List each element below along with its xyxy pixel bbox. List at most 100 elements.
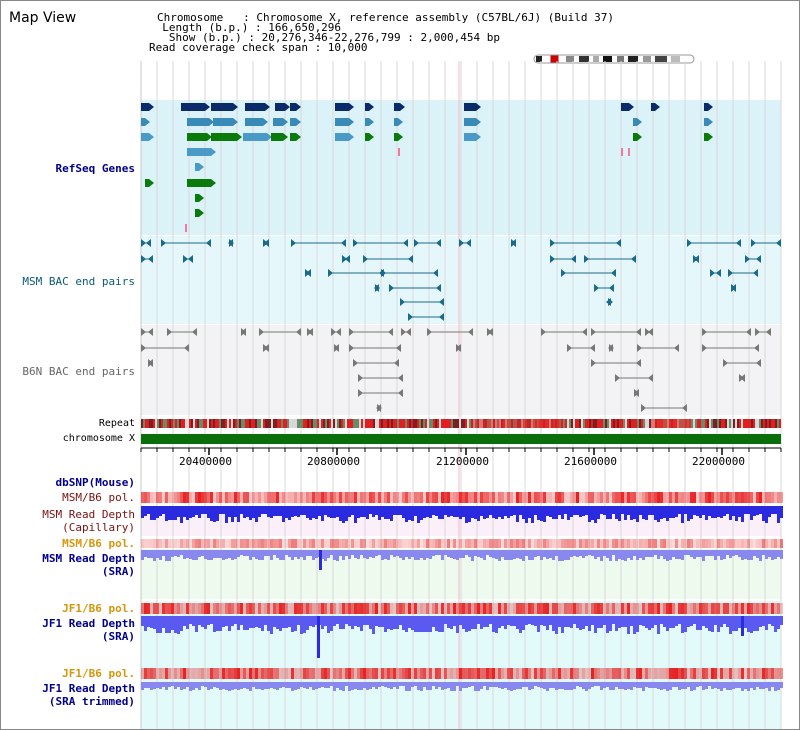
polymorphism-mark	[303, 603, 306, 614]
repeat-mark	[593, 419, 595, 428]
repeat-mark	[611, 419, 613, 428]
polymorphism-mark	[615, 668, 618, 679]
polymorphism-mark	[612, 668, 615, 679]
repeat-mark	[451, 419, 453, 428]
read-depth-bar	[156, 506, 159, 518]
polymorphism-mark	[390, 492, 393, 503]
jf1-pol-track-label[interactable]: JF1/B6 pol.	[62, 602, 135, 615]
polymorphism-mark	[759, 668, 762, 679]
dbsnp-track-label[interactable]: dbSNP(Mouse)	[55, 476, 135, 489]
msm-pol2-track-label[interactable]: MSM/B6 pol.	[62, 537, 135, 550]
repeat-mark	[301, 419, 303, 428]
chromosome-info: Chromosome : Chromosome X, reference ass…	[157, 11, 614, 24]
msm-pol-track-label[interactable]: MSM/B6 pol.	[62, 491, 135, 504]
polymorphism-mark	[687, 668, 690, 679]
polymorphism-mark	[528, 492, 531, 503]
read-depth-bar	[711, 682, 714, 689]
polymorphism-mark	[180, 603, 183, 614]
read-depth-bar	[297, 616, 300, 625]
read-depth-bar	[303, 616, 306, 633]
repeat-mark	[231, 419, 233, 428]
read-depth-bar	[663, 506, 666, 518]
repeat-mark	[625, 419, 627, 428]
repeat-mark	[311, 419, 313, 428]
read-depth-bar	[390, 550, 393, 555]
polymorphism-mark	[624, 668, 627, 679]
polymorphism-mark	[471, 668, 474, 679]
read-depth-bar	[372, 682, 375, 687]
polymorphism-mark	[402, 603, 405, 614]
polymorphism-mark	[708, 492, 711, 503]
repeat-mark	[245, 419, 247, 428]
repeat-mark	[349, 419, 351, 428]
polymorphism-mark	[636, 603, 639, 614]
read-depth-bar	[630, 550, 633, 560]
polymorphism-mark	[534, 603, 537, 614]
jf1-depth-sra-label[interactable]: JF1 Read Depth	[42, 617, 135, 630]
polymorphism-mark	[306, 492, 309, 503]
read-depth-bar	[366, 550, 369, 559]
polymorphism-mark	[177, 539, 180, 548]
repeat-mark	[723, 419, 725, 428]
read-depth-bar	[255, 616, 258, 627]
polymorphism-mark	[381, 539, 384, 548]
msm-bac-track-label[interactable]: MSM BAC end pairs	[22, 275, 135, 288]
repeat-mark	[693, 419, 695, 428]
repeat-mark	[425, 419, 427, 428]
read-depth-bar	[624, 682, 627, 690]
read-depth-bar	[462, 682, 465, 688]
polymorphism-mark	[543, 492, 546, 503]
read-depth-bar	[600, 682, 603, 690]
read-depth-bar	[774, 550, 777, 559]
repeat-track-label: Repeat	[98, 418, 135, 429]
polymorphism-mark	[741, 539, 744, 548]
polymorphism-mark	[366, 492, 369, 503]
read-depth-bar	[483, 506, 486, 519]
read-depth-bar	[165, 506, 168, 521]
repeat-mark	[643, 419, 645, 428]
repeat-mark	[597, 419, 599, 428]
repeat-mark	[731, 419, 733, 428]
read-depth-bar	[381, 550, 384, 560]
read-depth-bar	[528, 550, 531, 560]
read-depth-bar	[591, 616, 594, 625]
polymorphism-mark	[255, 539, 258, 548]
jf1-depth-trim-label[interactable]: JF1 Read Depth	[42, 682, 135, 695]
read-depth-bar	[258, 550, 261, 560]
polymorphism-mark	[252, 668, 255, 679]
read-depth-bar	[201, 682, 204, 686]
polymorphism-mark	[501, 539, 504, 548]
polymorphism-mark	[303, 668, 306, 679]
repeat-mark	[239, 419, 241, 428]
chromosome-ideogram[interactable]	[531, 54, 696, 64]
read-depth-bar	[411, 682, 414, 687]
read-depth-bar	[438, 616, 441, 632]
polymorphism-mark	[213, 603, 216, 614]
read-depth-bar	[771, 506, 774, 514]
read-depth-bar	[756, 616, 759, 631]
polymorphism-mark	[732, 668, 735, 679]
repeat-mark	[235, 419, 237, 428]
read-depth-bar	[195, 506, 198, 515]
bac-end	[141, 344, 146, 352]
b6n-bac-track-label[interactable]: B6N BAC end pairs	[22, 365, 135, 378]
read-depth-bar	[276, 682, 279, 690]
polymorphism-mark	[174, 539, 177, 548]
polymorphism-mark	[183, 539, 186, 548]
msm-depth-cap-label[interactable]: MSM Read Depth	[42, 508, 135, 521]
refseq-gene	[181, 103, 205, 111]
polymorphism-mark	[339, 668, 342, 679]
read-depth-bar	[192, 506, 195, 517]
msm-depth-sra-label[interactable]: MSM Read Depth	[42, 552, 135, 565]
polymorphism-mark	[387, 668, 390, 679]
read-depth-bar	[492, 616, 495, 632]
repeat-mark	[381, 419, 383, 428]
polymorphism-mark	[564, 668, 567, 679]
polymorphism-mark	[180, 668, 183, 679]
gene-arrow	[476, 118, 481, 126]
jf1-pol2-track-label[interactable]: JF1/B6 pol.	[62, 667, 135, 680]
refseq-track-label[interactable]: RefSeq Genes	[55, 162, 135, 175]
polymorphism-mark	[507, 668, 510, 679]
read-depth-bar	[267, 550, 270, 556]
